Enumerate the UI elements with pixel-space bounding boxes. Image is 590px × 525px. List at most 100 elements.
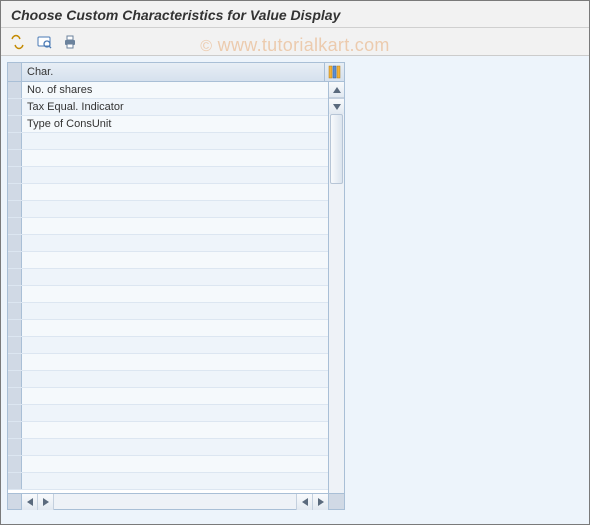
table-row[interactable] xyxy=(8,150,328,167)
table-row[interactable] xyxy=(8,269,328,286)
char-cell[interactable]: Type of ConsUnit xyxy=(22,116,328,132)
table-row[interactable] xyxy=(8,456,328,473)
table-row[interactable]: No. of shares xyxy=(8,82,328,99)
table-row[interactable] xyxy=(8,388,328,405)
settings-icon[interactable] xyxy=(9,33,27,51)
row-selector[interactable] xyxy=(8,235,22,251)
char-cell[interactable] xyxy=(22,133,328,149)
table-row[interactable] xyxy=(8,473,328,490)
row-selector[interactable] xyxy=(8,133,22,149)
print-icon[interactable] xyxy=(61,33,79,51)
grid-header-row: Char. xyxy=(8,63,344,82)
select-all-corner[interactable] xyxy=(8,63,22,81)
table-row[interactable] xyxy=(8,235,328,252)
filter-icon[interactable] xyxy=(35,33,53,51)
column-header-label: Char. xyxy=(27,66,53,78)
column-config-button[interactable] xyxy=(324,63,344,81)
vertical-scrollbar[interactable] xyxy=(328,82,344,493)
char-cell[interactable] xyxy=(22,252,328,268)
row-selector[interactable] xyxy=(8,473,22,489)
content-area: Char. No. of sharesTax Equal. IndicatorT… xyxy=(1,56,589,524)
char-cell[interactable] xyxy=(22,184,328,200)
row-selector[interactable] xyxy=(8,82,22,98)
char-cell[interactable] xyxy=(22,371,328,387)
char-cell[interactable] xyxy=(22,201,328,217)
row-selector[interactable] xyxy=(8,150,22,166)
scroll-right-button[interactable] xyxy=(38,494,54,510)
hscroll-end-corner xyxy=(328,494,344,509)
char-cell[interactable] xyxy=(22,456,328,472)
table-row[interactable] xyxy=(8,405,328,422)
char-cell[interactable] xyxy=(22,150,328,166)
row-selector[interactable] xyxy=(8,218,22,234)
char-cell[interactable] xyxy=(22,286,328,302)
table-row[interactable] xyxy=(8,303,328,320)
row-selector[interactable] xyxy=(8,167,22,183)
row-selector[interactable] xyxy=(8,388,22,404)
table-row[interactable] xyxy=(8,184,328,201)
table-row[interactable] xyxy=(8,320,328,337)
vscroll-track[interactable] xyxy=(329,114,344,493)
char-cell[interactable] xyxy=(22,354,328,370)
char-cell[interactable]: Tax Equal. Indicator xyxy=(22,99,328,115)
table-row[interactable] xyxy=(8,218,328,235)
table-row[interactable]: Type of ConsUnit xyxy=(8,116,328,133)
char-cell[interactable] xyxy=(22,337,328,353)
row-selector[interactable] xyxy=(8,405,22,421)
char-cell[interactable] xyxy=(22,473,328,489)
char-cell[interactable] xyxy=(22,422,328,438)
table-row[interactable] xyxy=(8,354,328,371)
row-selector[interactable] xyxy=(8,252,22,268)
table-row[interactable] xyxy=(8,201,328,218)
chevron-up-icon xyxy=(333,87,341,93)
char-cell[interactable] xyxy=(22,303,328,319)
table-row[interactable] xyxy=(8,133,328,150)
hscroll-track[interactable] xyxy=(54,494,296,509)
row-selector[interactable] xyxy=(8,184,22,200)
hscroll-corner xyxy=(8,494,22,509)
row-selector[interactable] xyxy=(8,99,22,115)
char-cell[interactable] xyxy=(22,269,328,285)
scroll-left-button-2[interactable] xyxy=(296,494,312,510)
row-selector[interactable] xyxy=(8,456,22,472)
window-title: Choose Custom Characteristics for Value … xyxy=(11,7,340,23)
char-cell[interactable] xyxy=(22,320,328,336)
char-cell[interactable] xyxy=(22,388,328,404)
row-selector[interactable] xyxy=(8,269,22,285)
scroll-right-button-2[interactable] xyxy=(312,494,328,510)
row-selector[interactable] xyxy=(8,286,22,302)
char-cell[interactable] xyxy=(22,235,328,251)
char-cell[interactable] xyxy=(22,167,328,183)
scroll-left-button[interactable] xyxy=(22,494,38,510)
table-row[interactable] xyxy=(8,167,328,184)
char-cell[interactable]: No. of shares xyxy=(22,82,328,98)
table-row[interactable] xyxy=(8,286,328,303)
scroll-down-button[interactable] xyxy=(329,98,344,114)
table-row[interactable]: Tax Equal. Indicator xyxy=(8,99,328,116)
characteristics-grid: Char. No. of sharesTax Equal. IndicatorT… xyxy=(7,62,345,510)
grid-body: No. of sharesTax Equal. IndicatorType of… xyxy=(8,82,344,493)
scroll-up-button[interactable] xyxy=(329,82,344,98)
row-selector[interactable] xyxy=(8,439,22,455)
row-selector[interactable] xyxy=(8,320,22,336)
vscroll-thumb[interactable] xyxy=(330,114,343,184)
table-row[interactable] xyxy=(8,371,328,388)
char-cell[interactable] xyxy=(22,405,328,421)
chevron-right-icon xyxy=(43,498,49,506)
column-header-char[interactable]: Char. xyxy=(22,63,324,81)
char-cell[interactable] xyxy=(22,439,328,455)
horizontal-scrollbar[interactable] xyxy=(8,493,344,509)
table-row[interactable] xyxy=(8,252,328,269)
row-selector[interactable] xyxy=(8,371,22,387)
row-selector[interactable] xyxy=(8,337,22,353)
row-selector[interactable] xyxy=(8,303,22,319)
row-selector[interactable] xyxy=(8,116,22,132)
table-row[interactable] xyxy=(8,422,328,439)
row-selector[interactable] xyxy=(8,354,22,370)
row-selector[interactable] xyxy=(8,201,22,217)
chevron-left-icon xyxy=(302,498,308,506)
char-cell[interactable] xyxy=(22,218,328,234)
table-row[interactable] xyxy=(8,439,328,456)
table-row[interactable] xyxy=(8,337,328,354)
row-selector[interactable] xyxy=(8,422,22,438)
